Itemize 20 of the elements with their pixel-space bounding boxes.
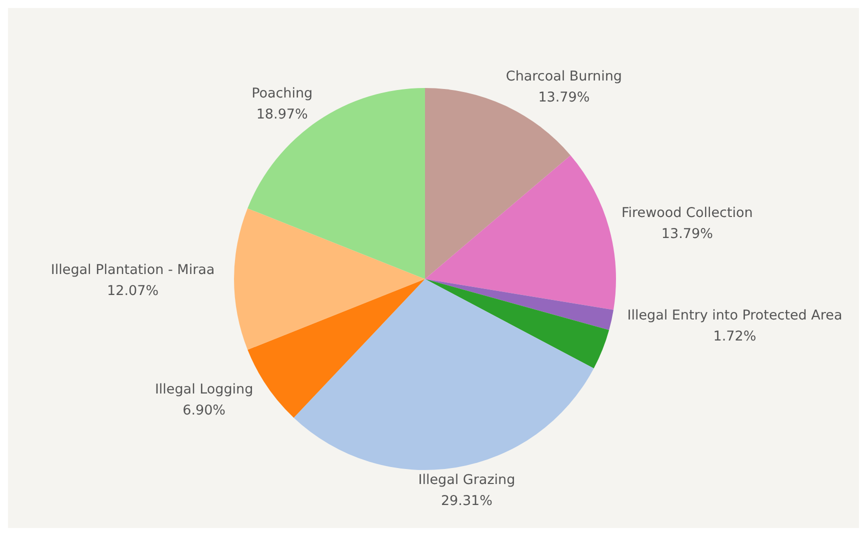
slice-label: Illegal Plantation - Miraa (50, 262, 215, 278)
slice-label: Illegal Grazing (418, 472, 516, 488)
pie-slice (294, 279, 594, 470)
data-label: 12.07% (107, 283, 159, 300)
slice-label: Firewood Collection (622, 204, 753, 221)
slice-label: Illegal Logging (154, 382, 254, 398)
data-label: 6.90% (182, 402, 226, 419)
pie-slice (234, 208, 425, 350)
slice-label: Illegal Entry into Protected Area (627, 308, 842, 324)
slice-label: Poaching (252, 86, 313, 102)
data-label: 18.97% (256, 106, 308, 123)
pie-slice (425, 155, 616, 310)
slice-label: Charcoal Burning (506, 68, 622, 85)
pie-slice (248, 88, 425, 279)
data-label: 13.79% (538, 90, 590, 106)
pie-slice (425, 279, 610, 368)
data-label: 1.72% (713, 328, 756, 345)
data-label: 13.79% (661, 226, 714, 242)
data-label: 29.31% (440, 493, 493, 510)
pie-slice (425, 279, 614, 330)
